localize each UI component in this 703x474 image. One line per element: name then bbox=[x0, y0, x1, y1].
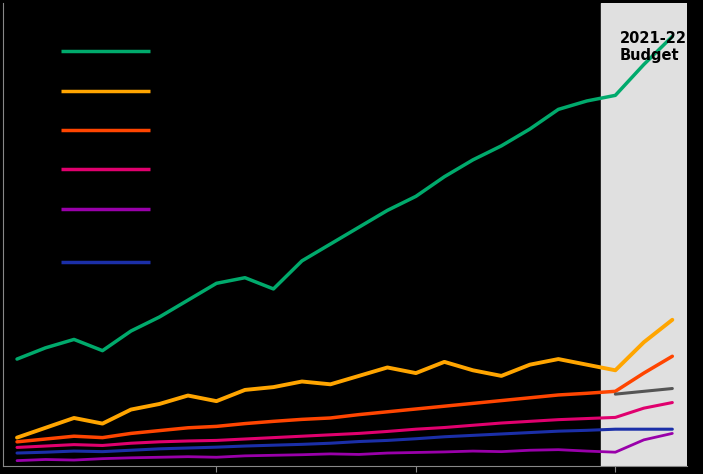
Bar bbox=[601, 3, 687, 465]
Text: 2021-22
Budget: 2021-22 Budget bbox=[619, 31, 687, 63]
